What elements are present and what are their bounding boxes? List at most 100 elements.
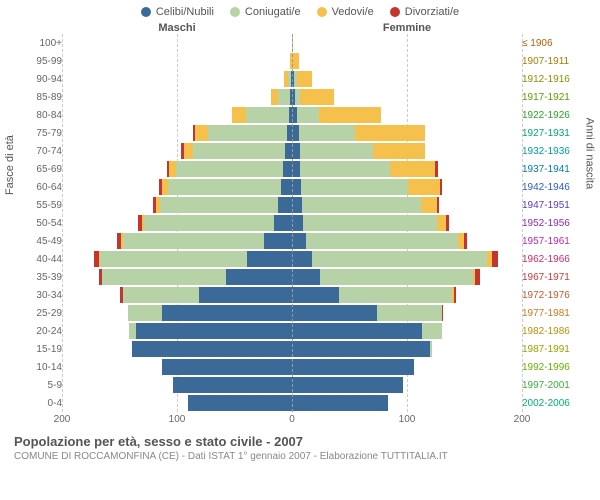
female-bar: [292, 89, 518, 105]
table-row: 50-541952-1956: [14, 214, 586, 232]
male-bar: [66, 35, 292, 51]
table-row: 90-941912-1916: [14, 70, 586, 88]
segment-con: [300, 161, 390, 177]
segment-cel: [292, 269, 320, 285]
age-label: 30-34: [14, 290, 66, 301]
table-row: 15-191987-1991: [14, 340, 586, 358]
pyramid-chart: Fasce di età Anni di nascita Maschi Femm…: [14, 22, 586, 428]
age-label: 95-99: [14, 56, 66, 67]
birth-label: 1947-1951: [518, 200, 586, 211]
male-bar: [66, 323, 292, 339]
segment-cel: [292, 287, 339, 303]
segment-con: [123, 287, 200, 303]
birth-label: 1957-1961: [518, 236, 586, 247]
segment-cel: [292, 359, 414, 375]
female-bar: [292, 305, 518, 321]
segment-con: [168, 179, 281, 195]
segment-cel: [292, 179, 301, 195]
legend-swatch: [230, 7, 240, 17]
segment-ved: [355, 125, 425, 141]
segment-div: [492, 251, 498, 267]
segment-ved: [195, 125, 209, 141]
age-label: 70-74: [14, 146, 66, 157]
segment-ved: [271, 89, 279, 105]
segment-cel: [226, 269, 292, 285]
birth-label: 1972-1976: [518, 290, 586, 301]
table-row: 75-79 1927-1931: [14, 124, 586, 142]
segment-cel: [292, 395, 388, 411]
segment-div: [442, 305, 443, 321]
segment-cel: [292, 143, 300, 159]
age-label: 40-44: [14, 254, 66, 265]
legend-label: Coniugati/e: [245, 6, 301, 18]
male-bar: [66, 89, 292, 105]
segment-ved: [390, 161, 435, 177]
age-label: 25-29: [14, 308, 66, 319]
legend-label: Celibi/Nubili: [156, 6, 214, 18]
legend-item: Coniugati/e: [230, 6, 301, 18]
table-row: 25-29 1977-1981: [14, 304, 586, 322]
table-row: 65-691937-1941: [14, 160, 586, 178]
legend-label: Vedovi/e: [332, 6, 374, 18]
female-bar: [292, 215, 518, 231]
segment-con: [128, 305, 162, 321]
age-label: 5-9: [14, 380, 66, 391]
female-bar: [292, 197, 518, 213]
segment-cel: [274, 215, 292, 231]
age-label: 15-19: [14, 344, 66, 355]
segment-cel: [132, 341, 292, 357]
segment-con: [100, 251, 247, 267]
table-row: 55-59 1947-1951: [14, 196, 586, 214]
birth-label: 1927-1931: [518, 128, 586, 139]
segment-con: [299, 125, 356, 141]
segment-cel: [292, 305, 377, 321]
male-bar: [66, 395, 292, 411]
segment-cel: [292, 233, 306, 249]
segment-con: [303, 215, 436, 231]
birth-label: 1932-1936: [518, 146, 586, 157]
segment-con: [377, 305, 443, 321]
male-bar: [66, 341, 292, 357]
age-label: 55-59: [14, 200, 66, 211]
birth-label: 1997-2001: [518, 380, 586, 391]
female-bar: [292, 107, 518, 123]
birth-label: 1977-1981: [518, 308, 586, 319]
segment-cel: [292, 341, 430, 357]
x-tick: 200: [54, 414, 71, 425]
segment-cel: [292, 161, 300, 177]
age-label: 35-39: [14, 272, 66, 283]
female-bar: [292, 125, 518, 141]
x-axis: 2001000100200: [14, 414, 586, 428]
female-bar: [292, 161, 518, 177]
segment-cel: [292, 251, 312, 267]
female-bar: [292, 341, 518, 357]
age-label: 20-24: [14, 326, 66, 337]
segment-con: [339, 287, 452, 303]
chart-title: Popolazione per età, sesso e stato civil…: [14, 434, 586, 449]
birth-label: ≤ 1906: [518, 38, 586, 49]
segment-con: [312, 251, 487, 267]
segment-ved: [421, 197, 437, 213]
segment-cel: [281, 179, 292, 195]
table-row: 35-391967-1971: [14, 268, 586, 286]
male-bar: [66, 107, 292, 123]
table-row: 85-891917-1921: [14, 88, 586, 106]
legend: Celibi/NubiliConiugati/eVedovi/eDivorzia…: [0, 0, 600, 20]
x-tick: 200: [514, 414, 531, 425]
female-bar: [292, 359, 518, 375]
birth-label: 2002-2006: [518, 398, 586, 409]
age-label: 75-79: [14, 128, 66, 139]
segment-ved: [169, 161, 176, 177]
segment-con: [160, 197, 279, 213]
legend-swatch: [390, 7, 400, 17]
segment-div: [437, 197, 439, 213]
table-row: 30-34 1972-1976: [14, 286, 586, 304]
table-row: 5-9 1997-2001: [14, 376, 586, 394]
segment-div: [446, 215, 449, 231]
segment-con: [320, 269, 473, 285]
segment-ved: [437, 215, 446, 231]
segment-cel: [292, 197, 302, 213]
segment-cel: [285, 143, 292, 159]
male-bar: [66, 71, 292, 87]
segment-cel: [278, 197, 292, 213]
